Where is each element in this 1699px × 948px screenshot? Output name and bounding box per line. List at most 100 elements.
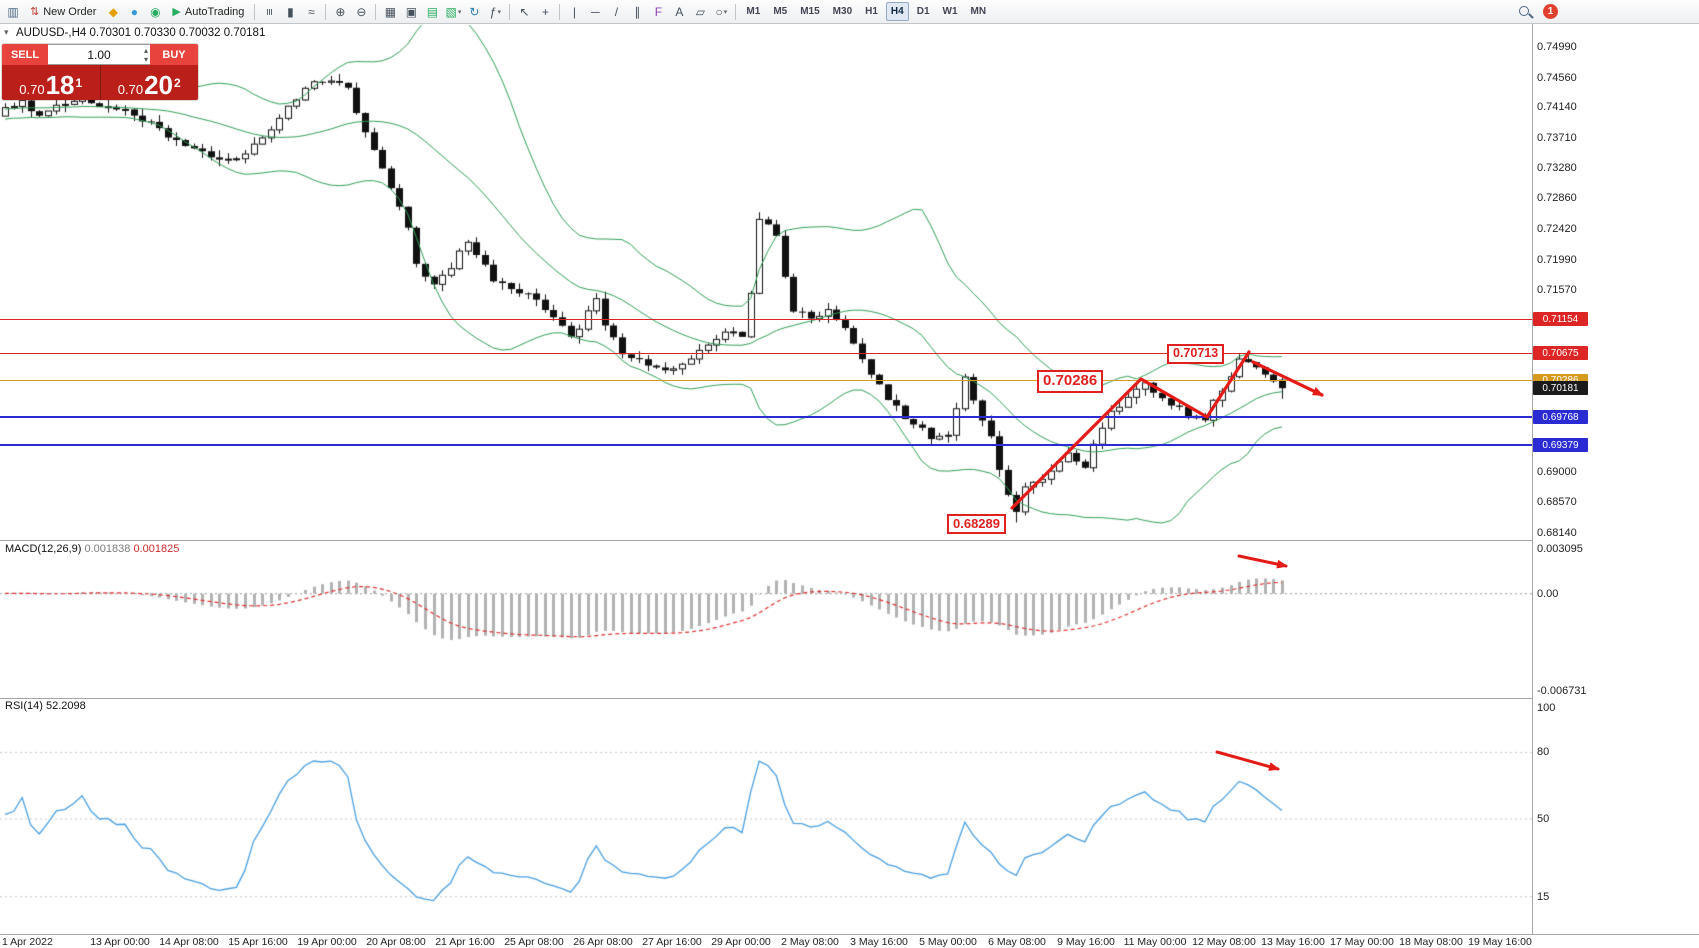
price-axis[interactable]: 0.74990 0.74560 0.74140 0.73710 0.73280 0.728… xyxy=(1533,24,1699,934)
bar-chart-icon[interactable]: ≡ xyxy=(259,2,279,22)
macd-axis-label: 0.003095 xyxy=(1537,543,1583,555)
line-chart-icon[interactable]: ≈ xyxy=(301,2,321,22)
new-chart-icon-dropdown[interactable]: ▾ xyxy=(457,8,462,16)
text-icon[interactable]: A xyxy=(669,2,689,22)
bar-chart-icon: ≡ xyxy=(262,7,277,16)
zoom-in-icon[interactable]: ⊕ xyxy=(330,2,350,22)
macd-main-value: 0.001838 xyxy=(84,543,131,555)
toolbar-separator xyxy=(509,3,511,20)
volume-decrease-button[interactable]: ▾ xyxy=(143,55,148,64)
horizontal-line-0.71154[interactable] xyxy=(0,318,1532,320)
timeframe-button-w1[interactable]: W1 xyxy=(942,6,958,17)
fibonacci-icon[interactable]: F xyxy=(648,2,668,22)
timeframe-button-h4[interactable]: H4 xyxy=(885,2,909,21)
chart-window-icon[interactable]: ▥ xyxy=(3,2,23,22)
signals-icon: ◉ xyxy=(150,4,161,19)
community-icon[interactable]: ● xyxy=(124,2,144,22)
timeframe-button-m5[interactable]: M5 xyxy=(773,6,788,17)
indicators-icon[interactable]: ƒ ▾ xyxy=(485,2,505,22)
price-axis-label: 0.73710 xyxy=(1537,131,1577,144)
time-axis-label: 3 May 16:00 xyxy=(850,936,908,948)
horizontal-line-0.69379[interactable] xyxy=(0,444,1532,447)
time-axis-label: 13 May 16:00 xyxy=(1261,936,1325,948)
equidistant-channel-icon: ∥ xyxy=(634,4,641,19)
zoom-out-icon: ⊖ xyxy=(356,4,367,19)
price-badge-0.71154: 0.71154 xyxy=(1533,312,1588,327)
price-badge-0.69379: 0.69379 xyxy=(1533,438,1588,453)
timeframe-button-m1[interactable]: M1 xyxy=(746,6,761,17)
sell-price-button[interactable]: 0.70 18 1 xyxy=(2,65,101,100)
rsi-axis-label: 15 xyxy=(1537,890,1550,903)
panel-splitter-macd-rsi[interactable] xyxy=(0,698,1699,699)
candlestick-chart-icon: ▮ xyxy=(287,4,294,19)
sell-button[interactable]: SELL xyxy=(2,44,48,65)
time-axis-label: 25 Apr 08:00 xyxy=(504,936,564,948)
volume-increase-button[interactable]: ▴ xyxy=(143,46,148,55)
panel-splitter-main-macd[interactable] xyxy=(0,540,1699,541)
time-axis[interactable]: 1 Apr 2022 13 Apr 00:00 14 Apr 08:00 15 Apr… xyxy=(0,935,1699,948)
time-axis-label: 9 May 16:00 xyxy=(1057,936,1115,948)
cursor-icon[interactable]: ↖ xyxy=(514,2,534,22)
strategy-tester-icon[interactable]: ▤ xyxy=(422,2,442,22)
time-axis-label: 1 Apr 2022 xyxy=(2,936,53,948)
buy-button[interactable]: BUY xyxy=(150,44,198,65)
autotrading-button[interactable]: ▶ AutoTrading xyxy=(166,2,250,22)
shapes-icon-dropdown[interactable]: ▾ xyxy=(723,8,728,16)
signals-icon[interactable]: ◉ xyxy=(145,2,165,22)
autotrading-button: ▶ xyxy=(172,6,181,18)
one-click-trading-panel: SELL 1.00 ▴ ▾ BUY 0.70 18 1 0.70 20 2 xyxy=(2,44,198,100)
price-callout-0.70713[interactable]: 0.70713 xyxy=(1167,344,1225,364)
timeframe-button-mn[interactable]: MN xyxy=(970,6,987,17)
horizontal-line-0.70675[interactable] xyxy=(0,352,1532,354)
new-chart-icon[interactable]: ▧ ▾ xyxy=(443,2,463,22)
time-axis-label: 27 Apr 16:00 xyxy=(642,936,702,948)
label-icon[interactable]: ▱ xyxy=(690,2,710,22)
time-axis-label: 29 Apr 00:00 xyxy=(711,936,771,948)
crosshair-icon: + xyxy=(541,4,549,19)
shapes-icon[interactable]: ○ ▾ xyxy=(711,2,731,22)
price-axis-label: 0.71570 xyxy=(1537,283,1577,296)
timeframe-button-h1[interactable]: H1 xyxy=(865,6,878,17)
vertical-line-icon[interactable]: | xyxy=(564,2,584,22)
timeframe-button-m15[interactable]: M15 xyxy=(800,6,820,17)
indicators-icon-dropdown[interactable]: ▾ xyxy=(497,8,501,16)
trendline-icon[interactable]: / xyxy=(606,2,626,22)
horizontal-line-icon[interactable]: ─ xyxy=(585,2,605,22)
one-click-panel-toggle[interactable]: ▾ xyxy=(4,27,9,37)
price-axis-label: 0.68570 xyxy=(1537,496,1577,509)
time-axis-border xyxy=(0,934,1699,935)
equidistant-channel-icon[interactable]: ∥ xyxy=(627,2,647,22)
new-order-button-label: New Order xyxy=(43,5,97,18)
buy-price-button[interactable]: 0.70 20 2 xyxy=(101,65,199,100)
zoom-out-icon[interactable]: ⊖ xyxy=(351,2,371,22)
price-callout-0.68289[interactable]: 0.68289 xyxy=(947,514,1006,535)
horizontal-line-0.69768[interactable] xyxy=(0,416,1532,419)
volume-stepper[interactable]: 1.00 ▴ ▾ xyxy=(48,44,150,65)
fibonacci-icon: F xyxy=(654,4,663,19)
line-chart-icon: ≈ xyxy=(308,4,315,19)
arrange-windows-icon[interactable]: ▣ xyxy=(401,2,421,22)
current-price-badge: 0.70181 xyxy=(1533,381,1588,396)
search-icon[interactable] xyxy=(1516,3,1534,21)
chart-cycle-icon[interactable]: ↻ xyxy=(464,2,484,22)
tile-windows-icon[interactable]: ▦ xyxy=(380,2,400,22)
new-chart-icon: ▧ xyxy=(445,4,457,19)
time-axis-label: 18 May 08:00 xyxy=(1399,936,1463,948)
mql5-market-icon[interactable]: ◆ xyxy=(103,2,123,22)
new-order-button[interactable]: ⇅ New Order xyxy=(24,2,102,22)
chart-window-icon: ▥ xyxy=(7,4,19,19)
notification-badge[interactable]: 1 xyxy=(1543,4,1558,19)
timeframe-button-m30[interactable]: M30 xyxy=(832,6,853,17)
price-axis-label: 0.72420 xyxy=(1537,223,1577,236)
price-badge-0.69768: 0.69768 xyxy=(1533,410,1588,425)
time-axis-label: 17 May 00:00 xyxy=(1330,936,1394,948)
timeframe-button-d1[interactable]: D1 xyxy=(916,6,930,17)
price-callout-0.70286[interactable]: 0.70286 xyxy=(1037,370,1104,393)
price-axis-label: 0.68140 xyxy=(1537,526,1577,539)
crosshair-icon[interactable]: + xyxy=(535,2,555,22)
buy-price-prefix: 0.70 xyxy=(117,82,144,97)
horizontal-line-0.70286[interactable] xyxy=(0,380,1532,382)
candlestick-chart-icon[interactable]: ▮ xyxy=(280,2,300,22)
rsi-name: RSI(14) xyxy=(5,700,43,712)
